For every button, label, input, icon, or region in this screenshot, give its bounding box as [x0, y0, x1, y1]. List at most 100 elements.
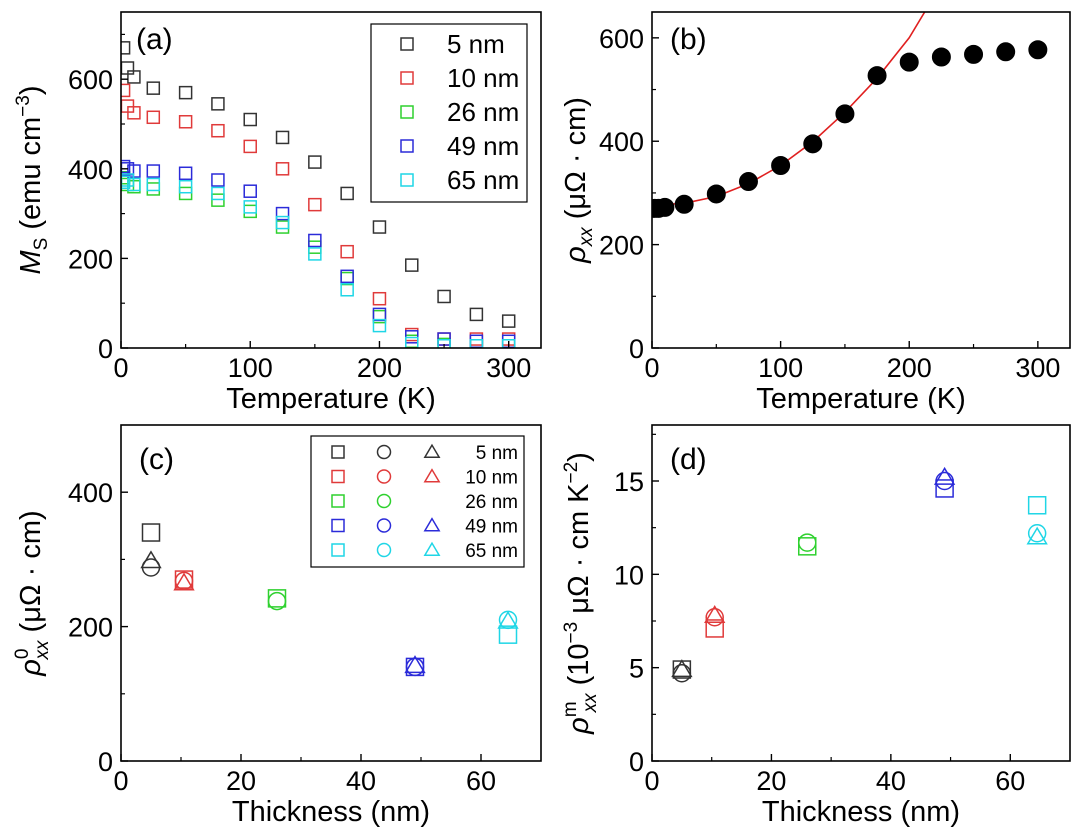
- series-points: [671, 466, 1048, 683]
- data-point: [340, 283, 354, 297]
- x-tick-label: 0: [644, 766, 659, 796]
- y-tick-label: 0: [629, 747, 644, 777]
- legend-marker: [423, 541, 441, 556]
- data-point: [501, 314, 516, 328]
- x-tick-label: 300: [486, 353, 531, 383]
- data-point: [127, 106, 141, 120]
- legend-marker: [331, 518, 345, 533]
- legend-label: 26 nm: [447, 97, 519, 127]
- data-point: [141, 523, 161, 542]
- data-point: [275, 162, 290, 176]
- legend-marker: [423, 517, 441, 532]
- x-axis-title: Thickness (nm): [232, 796, 430, 828]
- data-point: [178, 166, 193, 181]
- data-point: [372, 291, 387, 306]
- x-tick-label: 100: [758, 353, 803, 383]
- x-tick-label: 40: [876, 766, 906, 796]
- data-point: [372, 220, 387, 234]
- data-point: [146, 182, 161, 196]
- data-point: [275, 130, 290, 145]
- legend-label: 5 nm: [476, 443, 518, 464]
- data-point: [996, 42, 1016, 62]
- y-axis-title: ρxx (μΩ · cm): [560, 97, 597, 264]
- plot-frame: [120, 424, 542, 762]
- series-points: [652, 12, 1048, 218]
- panel-d: 0 20 40 60 0 5 10 15 Thickness (nm) ρmxx (10−3 μΩ…: [560, 424, 1071, 828]
- legend-marker: [331, 494, 345, 508]
- data-point: [798, 537, 817, 556]
- data-point: [405, 336, 419, 348]
- panel-a: 0 100 200 300 0 200 400 600 Temperature (K) MS (e…: [13, 11, 542, 415]
- data-point: [146, 177, 161, 192]
- x-axis-title: Temperature (K): [756, 383, 966, 415]
- x-tick-label: 0: [113, 766, 128, 796]
- plot-frame: [120, 11, 542, 349]
- y-tick-label: 600: [599, 24, 644, 54]
- y-axis-title: MS (emu cm−3): [13, 85, 52, 274]
- data-point: [178, 115, 193, 129]
- x-tick-label: 0: [113, 353, 128, 383]
- panel-label: (a): [136, 23, 173, 56]
- data-point: [127, 70, 141, 84]
- legend-label: 26 nm: [465, 492, 518, 513]
- data-point: [308, 233, 322, 248]
- data-point: [1028, 40, 1048, 60]
- data-point: [146, 164, 161, 178]
- x-tick-label: 20: [226, 766, 256, 796]
- legend-label: 65 nm: [465, 541, 518, 562]
- plot-frame: [651, 11, 1071, 349]
- x-tick-label: 100: [228, 353, 273, 383]
- legend-marker: [400, 37, 414, 51]
- data-point: [501, 339, 516, 348]
- panel-label: (b): [670, 23, 707, 56]
- y-axis-title: ρ0xx (μΩ · cm): [12, 510, 53, 676]
- series-points: [121, 41, 516, 348]
- legend-label: 49 nm: [447, 131, 519, 161]
- legend-marker: [376, 469, 392, 484]
- legend-marker: [376, 444, 392, 460]
- data-point: [340, 186, 354, 201]
- data-point: [931, 47, 951, 67]
- data-point: [211, 173, 225, 187]
- data-point: [1027, 524, 1047, 543]
- legend-label: 10 nm: [465, 468, 518, 489]
- data-point: [140, 550, 162, 569]
- legend-marker: [331, 469, 345, 484]
- data-point: [308, 247, 322, 261]
- data-point: [173, 572, 195, 591]
- data-point: [704, 605, 726, 623]
- data-point: [498, 625, 518, 644]
- data-point: [1026, 526, 1048, 545]
- x-tick-label: 0: [644, 353, 659, 383]
- x-tick-label: 200: [357, 353, 402, 383]
- y-tick-label: 0: [629, 334, 644, 364]
- data-point: [308, 155, 322, 169]
- data-point: [899, 52, 919, 72]
- data-point: [671, 659, 693, 678]
- x-tick-label: 300: [1015, 353, 1060, 383]
- y-tick-label: 5: [629, 654, 644, 684]
- data-point: [672, 664, 692, 683]
- data-point: [404, 655, 426, 674]
- y-axis-title: ρmxx (10−3 μΩ · cm K−2): [560, 452, 601, 735]
- data-point: [121, 41, 131, 55]
- panel-label: (d): [670, 443, 707, 476]
- data-point: [964, 44, 984, 64]
- legend-marker: [423, 468, 441, 483]
- y-tick-label: 400: [599, 127, 644, 157]
- legend-label: 65 nm: [447, 165, 519, 195]
- data-point: [243, 204, 257, 219]
- legend-box: [310, 435, 525, 568]
- data-point: [803, 134, 823, 154]
- data-point: [211, 123, 225, 138]
- data-point: [705, 619, 724, 638]
- data-point: [738, 172, 758, 192]
- legend-marker: [376, 518, 392, 533]
- legend-marker: [400, 71, 414, 85]
- y-tick-label: 600: [68, 65, 113, 95]
- data-point: [705, 608, 724, 627]
- legend-marker: [376, 542, 392, 558]
- data-point: [243, 184, 257, 198]
- y-tick-label: 200: [68, 244, 113, 274]
- data-point: [835, 104, 855, 124]
